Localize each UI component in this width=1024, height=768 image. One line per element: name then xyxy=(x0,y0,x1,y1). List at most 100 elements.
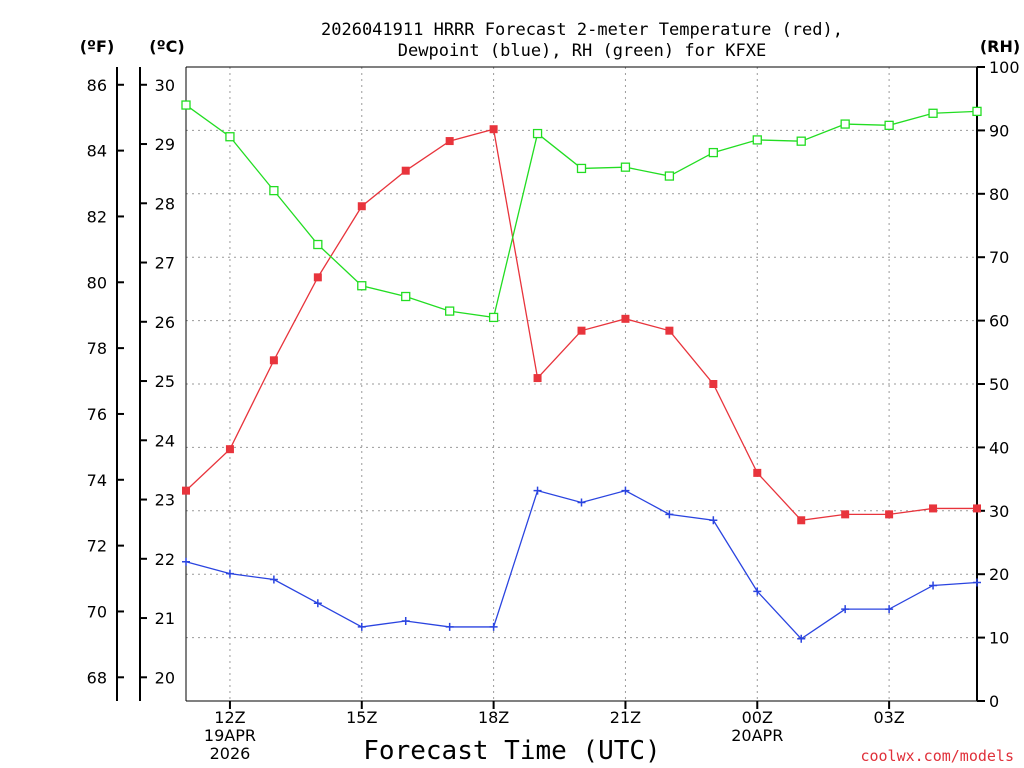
fahrenheit-tick-label: 78 xyxy=(87,339,107,358)
temperature-point xyxy=(533,374,542,383)
dewpoint-point xyxy=(225,569,234,578)
celsius-tick-label: 20 xyxy=(155,668,175,687)
temperature-point xyxy=(313,273,322,282)
rh-tick-label: 80 xyxy=(989,185,1009,204)
rh-tick-label: 10 xyxy=(989,629,1009,648)
temperature-point xyxy=(489,125,498,134)
rh-point xyxy=(181,100,191,110)
x-tick-label: 03Z xyxy=(873,708,904,727)
fahrenheit-tick-label: 70 xyxy=(87,602,107,621)
dewpoint-point xyxy=(797,634,806,643)
x-tick-label: 20APR xyxy=(731,726,783,745)
rh-point xyxy=(225,132,235,142)
rh-point xyxy=(532,128,543,139)
x-tick-label: 19APR xyxy=(204,726,256,745)
rh-tick-label: 30 xyxy=(989,502,1009,521)
celsius-tick-label: 29 xyxy=(155,135,175,154)
x-tick-label: 2026 xyxy=(210,744,251,763)
temperature-point xyxy=(797,516,806,525)
x-tick-label: 18Z xyxy=(478,708,509,727)
axes: 20 21 22 23 24 25 26 27 28 29 30 68 70 72 74 76 78 80 82 84… xyxy=(87,58,1020,763)
rh-point xyxy=(488,312,499,323)
rh-tick-label: 90 xyxy=(989,121,1009,140)
rh-point xyxy=(620,162,631,172)
rh-point xyxy=(445,306,455,316)
celsius-unit-label: (ºC) xyxy=(149,37,184,56)
rh-point xyxy=(972,106,982,117)
rh-point xyxy=(884,120,894,130)
temperature-point xyxy=(709,380,718,388)
data-series xyxy=(181,100,982,643)
x-axis-title: Forecast Time (UTC) xyxy=(363,736,660,766)
dewpoint-point xyxy=(401,617,410,626)
fahrenheit-tick-label: 72 xyxy=(87,537,107,556)
temperature-point xyxy=(885,510,894,519)
temperature-point xyxy=(621,314,630,323)
rh-tick-label: 0 xyxy=(989,692,999,711)
rh-point xyxy=(708,147,718,158)
temperature-point xyxy=(665,326,674,335)
dewpoint-point xyxy=(841,605,850,614)
temperature-point xyxy=(973,504,981,513)
rh-point xyxy=(664,171,675,181)
fahrenheit-unit-label: (ºF) xyxy=(80,37,115,56)
rh-point xyxy=(840,119,850,129)
dewpoint-point xyxy=(929,581,938,590)
fahrenheit-tick-label: 86 xyxy=(87,76,107,95)
temperature-point xyxy=(445,137,454,146)
dewpoint-series-line xyxy=(185,489,978,640)
dewpoint-point xyxy=(665,510,674,519)
temperature-point xyxy=(225,445,234,454)
x-tick-label: 21Z xyxy=(610,708,641,727)
dewpoint-point xyxy=(533,486,542,495)
temperature-point xyxy=(753,468,762,477)
temperature-point xyxy=(929,504,938,513)
rh-unit-label: (RH) xyxy=(980,37,1020,56)
temperature-series-line xyxy=(185,128,977,521)
rh-point xyxy=(401,291,411,302)
celsius-tick-label: 30 xyxy=(155,76,175,95)
dewpoint-point xyxy=(621,486,630,495)
fahrenheit-tick-label: 84 xyxy=(87,142,107,161)
rh-point xyxy=(752,135,762,145)
celsius-tick-label: 27 xyxy=(155,254,175,273)
celsius-tick-label: 22 xyxy=(155,550,175,569)
chart-title-line2: Dewpoint (blue), RH (green) for KFXE xyxy=(398,41,766,61)
rh-point xyxy=(313,239,323,250)
dewpoint-point xyxy=(753,587,762,596)
rh-tick-label: 60 xyxy=(989,312,1009,331)
x-tick-label: 12Z xyxy=(214,708,245,727)
temperature-point xyxy=(401,166,410,175)
dewpoint-point xyxy=(973,578,981,587)
grid-lines xyxy=(186,67,977,701)
celsius-tick-label: 26 xyxy=(155,313,175,332)
temperature-point xyxy=(182,486,190,495)
fahrenheit-tick-label: 74 xyxy=(87,471,107,490)
dewpoint-point xyxy=(489,622,498,631)
celsius-tick-label: 21 xyxy=(155,609,175,628)
rh-tick-label: 20 xyxy=(989,565,1009,584)
dewpoint-point xyxy=(885,605,894,614)
fahrenheit-tick-label: 80 xyxy=(87,273,107,292)
celsius-tick-label: 28 xyxy=(155,194,175,213)
temperature-point xyxy=(577,326,586,335)
rh-series-line xyxy=(185,104,978,319)
fahrenheit-tick-label: 76 xyxy=(87,405,107,424)
dewpoint-point xyxy=(313,599,322,608)
rh-point xyxy=(576,163,587,174)
dewpoint-point xyxy=(445,622,454,631)
dewpoint-point xyxy=(357,622,366,631)
rh-point xyxy=(357,281,367,291)
dewpoint-point xyxy=(709,516,718,525)
rh-tick-label: 50 xyxy=(989,375,1009,394)
temperature-point xyxy=(841,510,850,519)
rh-tick-label: 100 xyxy=(989,58,1020,77)
celsius-tick-label: 24 xyxy=(155,431,175,450)
fahrenheit-tick-label: 68 xyxy=(87,668,107,687)
dewpoint-point xyxy=(577,498,586,507)
x-tick-label: 00Z xyxy=(742,708,773,727)
rh-tick-label: 40 xyxy=(989,438,1009,457)
x-tick-label: 15Z xyxy=(346,708,377,727)
credit-text: coolwx.com/models xyxy=(860,747,1014,765)
